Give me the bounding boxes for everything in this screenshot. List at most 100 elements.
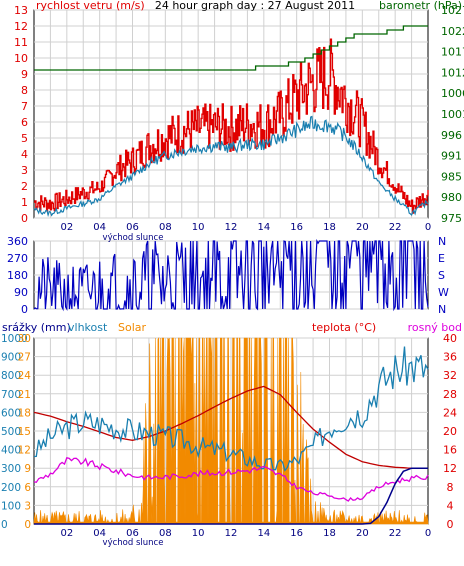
wind-speed-tick-label: 1 — [21, 196, 28, 209]
solar-area — [33, 336, 429, 525]
barometer-tick-label: 991 — [441, 150, 462, 163]
temperature-tick-label: 20 — [443, 425, 457, 438]
wind-speed-tick-label: 10 — [14, 52, 28, 65]
solar-tick-label: 700 — [1, 389, 21, 401]
direction-degree-tick-label: 360 — [7, 235, 28, 248]
solar-tick-label: 200 — [1, 482, 21, 494]
solar-tick-label: 300 — [1, 463, 21, 475]
compass-point-tick-label: E — [438, 252, 445, 265]
temperature-tick-label: 40 — [443, 332, 457, 345]
temperature-axis-title: teplota (°C) — [312, 321, 376, 334]
sunrise-label-top: východ slunce — [103, 233, 164, 243]
solar-tick-label: 600 — [1, 407, 21, 419]
temperature-tick-label: 32 — [443, 369, 457, 382]
rain-tick-label: 21 — [18, 389, 31, 401]
hour-tick-label: 12 — [225, 528, 238, 539]
barometer-tick-label: 1027 — [441, 4, 464, 17]
temperature-tick-label: 8 — [447, 481, 454, 494]
chart-title: 24 hour graph day : 27 August 2011 — [155, 0, 355, 12]
barometer-line — [34, 25, 428, 71]
solar-tick-label: 500 — [1, 426, 21, 438]
hour-tick-label: 16 — [290, 528, 303, 539]
wind-average-line — [33, 115, 429, 218]
hour-tick-label: 22 — [389, 528, 402, 539]
wind-direction-line — [33, 238, 429, 312]
wind-speed-axis-title: rychlost vetru (m/s) — [36, 0, 145, 12]
barometer-tick-label: 1022 — [441, 25, 464, 38]
humidity-axis-title: vlhkost — [68, 321, 108, 334]
hour-tick-label: 06 — [126, 222, 139, 233]
hour-tick-label: 10 — [192, 222, 205, 233]
rain-tick-label: 9 — [24, 463, 31, 475]
hour-tick-label: 20 — [356, 528, 369, 539]
barometer-tick-label: 975 — [441, 212, 462, 225]
solar-axis-title: Solar — [118, 321, 147, 334]
direction-degree-tick-label: 180 — [7, 269, 28, 282]
temperature-tick-label: 0 — [447, 518, 454, 531]
hour-tick-label: 18 — [323, 528, 336, 539]
hour-tick-label: 08 — [159, 222, 172, 233]
barometer-tick-label: 980 — [441, 191, 462, 204]
temperature-tick-label: 4 — [447, 499, 454, 512]
dew-point-line — [33, 457, 429, 502]
rainfall-line — [34, 467, 428, 525]
wind-speed-tick-label: 2 — [21, 180, 28, 193]
hour-tick-label: 08 — [159, 528, 172, 539]
rain-tick-label: 18 — [18, 407, 31, 419]
hour-tick-label: 0 — [425, 222, 431, 233]
rain-tick-label: 27 — [18, 352, 31, 364]
wind-speed-tick-label: 9 — [21, 68, 28, 81]
temperature-tick-label: 36 — [443, 351, 457, 364]
hour-tick-label: 18 — [323, 222, 336, 233]
wind-speed-tick-label: 0 — [21, 212, 28, 225]
wind-gust-line — [34, 38, 429, 214]
wind-speed-tick-label: 12 — [14, 20, 28, 33]
wind-speed-tick-label: 5 — [21, 132, 28, 145]
rain-tick-label: 15 — [18, 426, 31, 438]
temperature-tick-label: 16 — [443, 444, 457, 457]
solar-tick-label: 900 — [1, 352, 21, 364]
wind-speed-tick-label: 11 — [14, 36, 28, 49]
hour-tick-label: 04 — [93, 528, 106, 539]
wind-speed-tick-label: 6 — [21, 116, 28, 129]
hour-tick-label: 16 — [290, 222, 303, 233]
barometer-tick-label: 996 — [441, 129, 462, 142]
solar-tick-label: 100 — [1, 500, 21, 512]
temperature-tick-label: 24 — [443, 406, 457, 419]
wind-speed-tick-label: 8 — [21, 84, 28, 97]
hour-tick-label: 02 — [60, 222, 73, 233]
compass-point-tick-label: W — [438, 286, 449, 299]
rain-tick-label: 0 — [24, 519, 31, 531]
hour-tick-label: 20 — [356, 222, 369, 233]
solar-tick-label: 800 — [1, 370, 21, 382]
hour-tick-label: 02 — [60, 528, 73, 539]
hour-tick-label: 22 — [389, 222, 402, 233]
rain-axis-title: srážky (mm) — [2, 321, 71, 334]
dew-point-axis-title: rosný bod — [408, 321, 462, 334]
compass-point-tick-label: S — [438, 269, 445, 282]
hour-tick-label: 10 — [192, 528, 205, 539]
rain-tick-label: 3 — [24, 500, 31, 512]
barometer-tick-label: 985 — [441, 170, 462, 183]
solar-tick-label: 400 — [1, 445, 21, 457]
compass-point-tick-label: N — [438, 303, 446, 316]
barometer-tick-label: 1006 — [441, 87, 464, 100]
hour-tick-label: 0 — [425, 528, 431, 539]
wind-speed-tick-label: 13 — [14, 4, 28, 17]
wind-speed-tick-label: 4 — [21, 148, 28, 161]
humidity-line — [33, 346, 429, 472]
temperature-tick-label: 28 — [443, 388, 457, 401]
hour-tick-label: 12 — [225, 222, 238, 233]
direction-degree-tick-label: 270 — [7, 252, 28, 265]
compass-point-tick-label: N — [438, 235, 446, 248]
solar-tick-label: 1000 — [1, 333, 28, 345]
hour-tick-label: 06 — [126, 528, 139, 539]
hour-tick-label: 14 — [257, 222, 270, 233]
hour-tick-label: 14 — [257, 528, 270, 539]
rain-tick-label: 30 — [18, 333, 31, 345]
wind-speed-tick-label: 7 — [21, 100, 28, 113]
temperature-tick-label: 12 — [443, 462, 457, 475]
